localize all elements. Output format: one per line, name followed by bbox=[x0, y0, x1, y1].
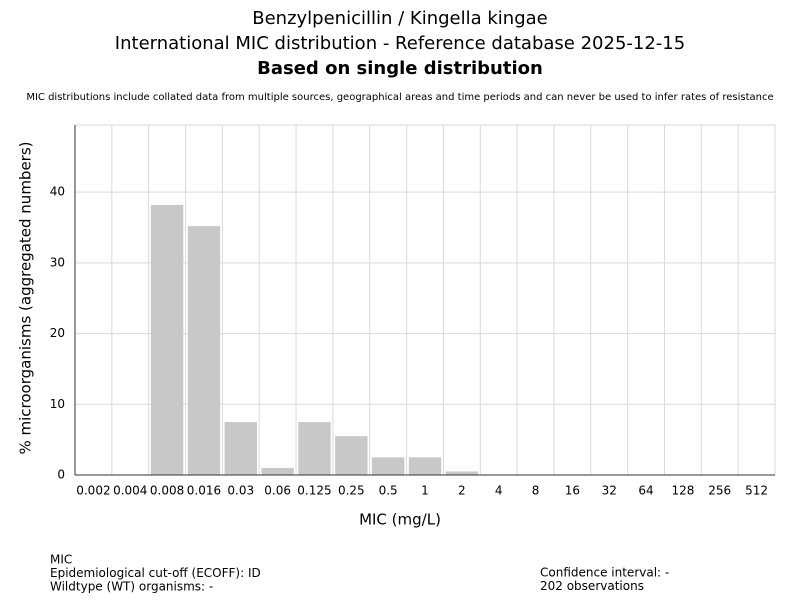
footer-right: Confidence interval: - bbox=[540, 566, 669, 580]
footer-left: MIC bbox=[50, 553, 72, 567]
chart-subtitle: International MIC distribution - Referen… bbox=[115, 33, 685, 54]
chart-note: MIC distributions include collated data … bbox=[26, 92, 773, 103]
x-tick-label: 2 bbox=[458, 484, 466, 498]
bar bbox=[261, 467, 294, 475]
x-tick-label: 8 bbox=[532, 484, 540, 498]
y-axis-label: % microorganisms (aggregated numbers) bbox=[17, 141, 35, 454]
x-tick-label: 0.125 bbox=[297, 484, 331, 498]
bar bbox=[371, 457, 405, 475]
x-tick-label: 1 bbox=[421, 484, 429, 498]
bar bbox=[298, 421, 331, 475]
x-tick-label: 64 bbox=[638, 484, 653, 498]
x-tick-label: 0.016 bbox=[187, 484, 221, 498]
y-tick-label: 10 bbox=[50, 397, 65, 411]
bar bbox=[150, 204, 184, 475]
footer-left: Epidemiological cut-off (ECOFF): ID bbox=[50, 566, 261, 580]
chart-subtitle-bold: Based on single distribution bbox=[257, 58, 543, 79]
y-tick-label: 0 bbox=[57, 468, 65, 482]
y-tick-label: 40 bbox=[50, 185, 65, 199]
bar bbox=[224, 421, 257, 475]
x-axis-label: MIC (mg/L) bbox=[359, 511, 441, 529]
footer-left: Wildtype (WT) organisms: - bbox=[50, 580, 213, 594]
y-tick-label: 20 bbox=[50, 326, 65, 340]
bar bbox=[187, 226, 221, 475]
x-tick-label: 32 bbox=[602, 484, 617, 498]
bar bbox=[445, 471, 479, 475]
x-tick-label: 512 bbox=[745, 484, 768, 498]
x-tick-label: 0.06 bbox=[264, 484, 291, 498]
x-tick-label: 0.03 bbox=[227, 484, 254, 498]
x-tick-label: 4 bbox=[495, 484, 503, 498]
x-tick-label: 0.008 bbox=[150, 484, 184, 498]
x-tick-label: 16 bbox=[565, 484, 580, 498]
bar bbox=[408, 457, 442, 475]
bar bbox=[335, 436, 368, 475]
x-tick-label: 0.002 bbox=[76, 484, 110, 498]
x-tick-label: 128 bbox=[671, 484, 694, 498]
x-tick-label: 0.004 bbox=[113, 484, 147, 498]
footer-right: 202 observations bbox=[540, 579, 644, 593]
x-tick-label: 0.5 bbox=[379, 484, 398, 498]
chart-title: Benzylpenicillin / Kingella kingae bbox=[252, 8, 548, 29]
x-tick-label: 0.25 bbox=[338, 484, 365, 498]
y-tick-label: 30 bbox=[50, 255, 65, 269]
x-tick-label: 256 bbox=[708, 484, 731, 498]
